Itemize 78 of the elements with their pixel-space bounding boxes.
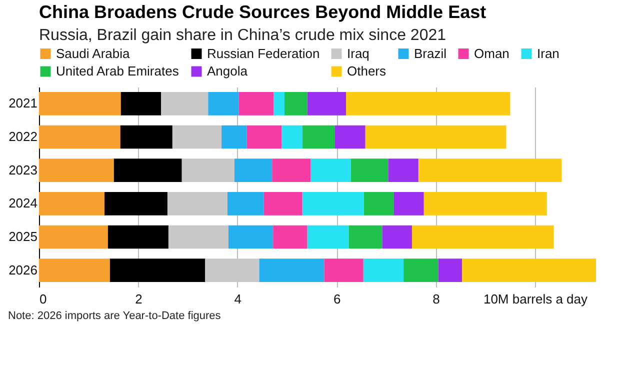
legend-label: United Arab Emirates bbox=[56, 64, 180, 78]
y-tick-label: 2025 bbox=[8, 229, 38, 244]
bar bbox=[418, 158, 562, 182]
bar bbox=[365, 125, 506, 149]
bar bbox=[264, 192, 302, 216]
bar bbox=[108, 225, 168, 249]
legend-label: Oman bbox=[474, 46, 510, 61]
bar bbox=[404, 258, 438, 282]
chart-subtitle: Russia, Brazil gain share in China’s crude mix since 2021 bbox=[39, 27, 446, 44]
legend-label: Russian Federation bbox=[207, 46, 320, 61]
bar bbox=[205, 258, 260, 282]
y-tick-label: 2021 bbox=[8, 96, 38, 111]
text: Note: 2026 imports are Year-to-Date figures bbox=[8, 310, 222, 322]
legend-label: Brazil bbox=[414, 46, 447, 61]
x-tick-label: 4 bbox=[234, 292, 242, 306]
bar bbox=[208, 92, 239, 116]
y-tick-label: 2026 bbox=[8, 262, 38, 278]
bar bbox=[284, 92, 308, 116]
bar bbox=[228, 225, 274, 249]
bar bbox=[302, 125, 335, 149]
bar bbox=[114, 158, 182, 182]
bar bbox=[167, 192, 228, 216]
legend-label: Iraq bbox=[347, 46, 370, 61]
bar bbox=[307, 92, 346, 116]
bar bbox=[282, 125, 302, 149]
bar bbox=[334, 125, 366, 149]
bar bbox=[363, 258, 404, 282]
bar bbox=[394, 192, 424, 216]
bar bbox=[388, 158, 418, 182]
bar bbox=[273, 225, 308, 249]
x-tick-label: 6 bbox=[333, 292, 341, 306]
bar bbox=[350, 158, 388, 182]
bar bbox=[382, 225, 412, 249]
bar bbox=[412, 225, 554, 249]
bar bbox=[39, 258, 110, 282]
x-tick-label: 8 bbox=[432, 292, 440, 306]
bar bbox=[438, 258, 462, 282]
bar bbox=[346, 92, 510, 116]
bar bbox=[324, 258, 364, 282]
bar bbox=[310, 158, 351, 182]
y-tick-label: 2023 bbox=[8, 162, 38, 178]
y-tick-label: 2024 bbox=[8, 196, 38, 211]
bar bbox=[259, 258, 324, 282]
legend-label: Saudi Arabia bbox=[56, 46, 130, 61]
bar bbox=[424, 192, 547, 216]
bar bbox=[182, 158, 234, 182]
bar bbox=[234, 158, 272, 182]
bar bbox=[227, 192, 264, 216]
bar bbox=[348, 225, 382, 249]
bar bbox=[172, 125, 222, 149]
bar bbox=[364, 192, 394, 216]
bar bbox=[302, 192, 364, 216]
x-tick-label: 10M barrels a day bbox=[483, 292, 588, 306]
legend-label: Others bbox=[347, 64, 387, 78]
bar bbox=[104, 192, 168, 216]
bar bbox=[110, 258, 206, 282]
bar bbox=[161, 92, 208, 116]
bar bbox=[238, 92, 274, 116]
bar bbox=[222, 125, 247, 149]
bar bbox=[39, 225, 108, 249]
bar bbox=[39, 158, 114, 182]
bar bbox=[39, 125, 120, 149]
bar bbox=[120, 92, 162, 116]
bar bbox=[462, 258, 596, 282]
bar bbox=[120, 125, 172, 149]
bar bbox=[39, 192, 104, 216]
bar bbox=[168, 225, 228, 249]
x-tick-label: 0 bbox=[40, 292, 47, 306]
bar bbox=[39, 92, 121, 116]
bar bbox=[274, 92, 285, 116]
bar bbox=[307, 225, 349, 249]
legend-label: Angola bbox=[207, 64, 248, 78]
bar bbox=[246, 125, 282, 149]
y-tick-label: 2022 bbox=[8, 129, 38, 144]
chart-title: China Broadens Crude Sources Beyond Middle East bbox=[39, 2, 486, 22]
legend-label: Iran bbox=[537, 46, 560, 61]
bar bbox=[272, 158, 311, 182]
x-tick-label: 2 bbox=[135, 292, 142, 306]
